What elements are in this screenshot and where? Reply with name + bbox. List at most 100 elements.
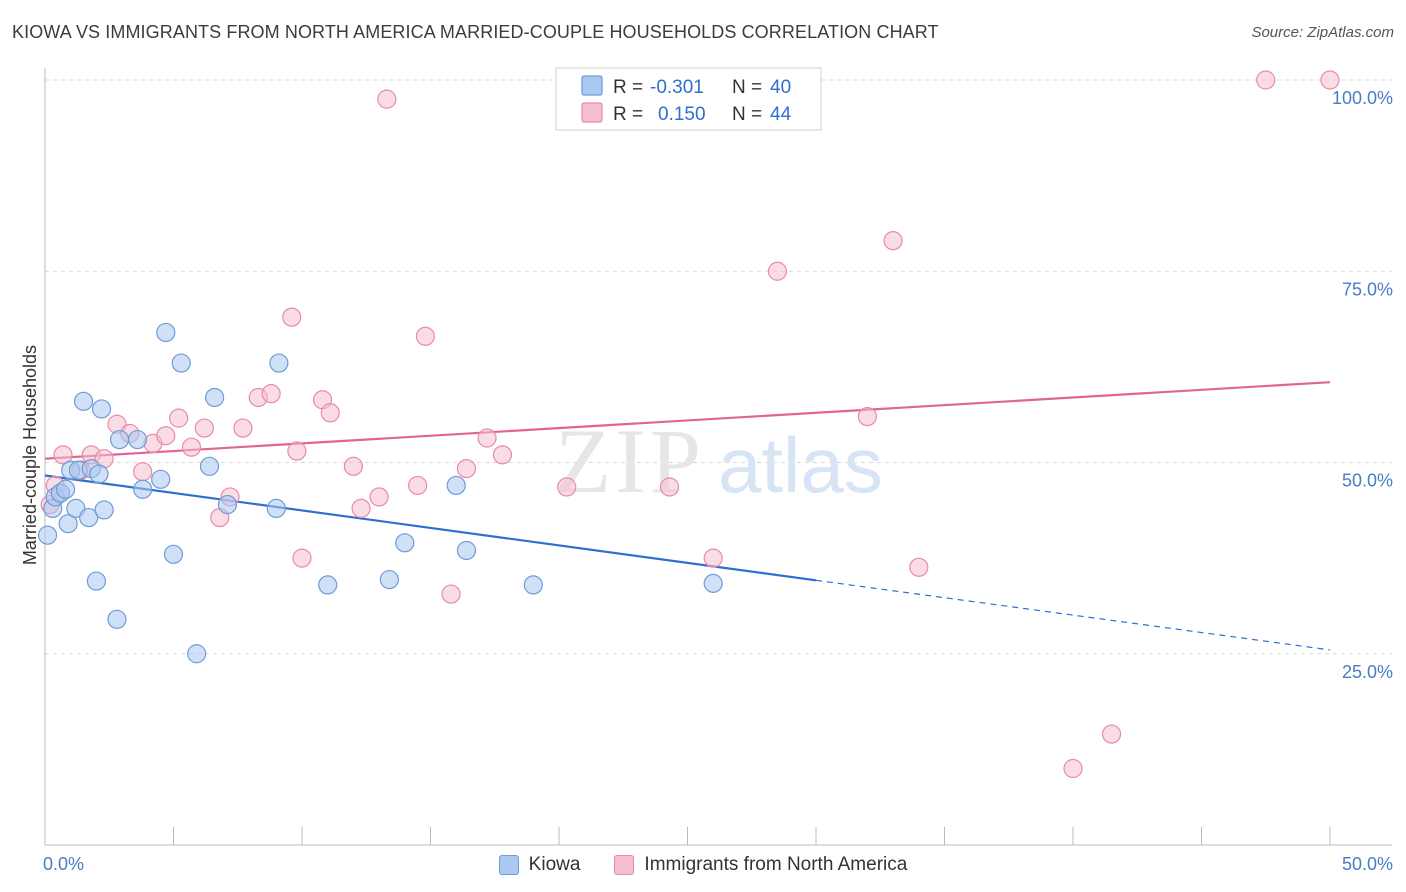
kiowa-point (163, 544, 184, 564)
y-tick-label-100: 100.0% (1332, 88, 1393, 108)
kiowa-point (171, 353, 191, 373)
kiowa-trend-extension (815, 579, 1331, 651)
kiowa-point (37, 525, 58, 545)
x-tick-label-50: 50.0% (1342, 854, 1393, 874)
kiowa-point (269, 353, 289, 373)
immigrants-point (369, 487, 389, 507)
immigrants-point (441, 584, 461, 604)
y-axis-label: Married-couple Households (20, 345, 40, 565)
immigrants-point (1320, 70, 1340, 90)
series-legend-kiowa-label: Kiowa (528, 854, 581, 875)
legend-kiowa-n-value: 40 (770, 77, 791, 98)
immigrants-point (351, 498, 371, 518)
legend-kiowa-r-label: R = (613, 77, 643, 98)
kiowa-point (156, 322, 176, 343)
grid-layer (45, 79, 1392, 655)
kiowa-point (89, 464, 109, 484)
legend-imm-n-value: 44 (770, 104, 792, 125)
legend-kiowa-r-value: -0.301 (650, 77, 704, 98)
kiowa-point (523, 575, 543, 595)
immigrants-point (909, 557, 929, 577)
y-tick-label-50: 50.0% (1342, 471, 1393, 491)
immigrants-trend-line (44, 381, 1331, 460)
series-legend-immigrants-label: Immigrants from North America (644, 854, 908, 875)
immigrants-point (53, 445, 73, 465)
series-legend-immigrants[interactable]: Immigrants from North America (614, 854, 907, 876)
kiowa-point (107, 609, 127, 629)
kiowa-point (187, 644, 207, 664)
immigrants-point (181, 437, 202, 457)
trend-lines (44, 381, 1331, 651)
immigrants-point (282, 307, 302, 327)
points-layer (37, 70, 1340, 779)
legend-imm-n-label: N = (732, 104, 762, 125)
kiowa-point (79, 507, 99, 528)
immigrants-point (456, 459, 477, 479)
immigrants-point (320, 403, 340, 423)
immigrants-point (883, 231, 903, 251)
kiowa-point (73, 391, 94, 411)
legend-imm-swatch (581, 102, 603, 123)
kiowa-point (86, 571, 107, 591)
kiowa-point (127, 429, 148, 450)
immigrants-point (492, 445, 513, 465)
kiowa-trend-line (44, 474, 817, 582)
immigrants-point (133, 462, 153, 482)
immigrants-point (343, 456, 363, 476)
legend-imm-r-value: 0.150 (658, 104, 706, 125)
immigrants-point (1063, 758, 1083, 779)
kiowa-point (133, 479, 153, 499)
kiowa-point (446, 475, 466, 496)
watermark-zip: ZIP (555, 410, 705, 512)
kiowa-point (318, 575, 338, 595)
y-tick-label-25: 25.0% (1342, 662, 1393, 682)
kiowa-point (205, 387, 225, 408)
kiowa-point (703, 573, 723, 593)
immigrants-point (194, 418, 214, 438)
kiowa-point (379, 569, 399, 590)
immigrants-point (169, 408, 189, 428)
watermark-atlas: atlas (718, 421, 883, 509)
series-legend: Kiowa Immigrants from North America (0, 852, 1406, 878)
immigrants-point (261, 384, 281, 404)
watermark: ZIP atlas (555, 410, 883, 512)
x-tick-label-0: 0.0% (43, 854, 84, 874)
immigrants-point (408, 475, 428, 496)
kiowa-point (55, 479, 76, 499)
series-legend-immigrants-swatch (614, 855, 635, 875)
correlation-legend: R = -0.301 N = 40 R = 0.150 N = 44 (555, 67, 822, 131)
legend-imm-r-label: R = (613, 104, 643, 125)
immigrants-point (287, 441, 307, 461)
kiowa-point (456, 540, 477, 561)
immigrants-point (659, 477, 680, 497)
immigrants-point (415, 326, 435, 346)
kiowa-point (91, 399, 112, 419)
series-legend-kiowa-swatch (498, 855, 519, 875)
kiowa-point (217, 494, 238, 515)
immigrants-point (233, 418, 253, 438)
series-legend-kiowa[interactable]: Kiowa (498, 854, 581, 876)
immigrants-point (857, 407, 878, 427)
legend-kiowa-n-label: N = (732, 77, 762, 98)
source-credit: Source: ZipAtlas.com (1251, 24, 1394, 41)
immigrants-point (477, 428, 497, 448)
kiowa-point (109, 429, 130, 450)
immigrants-point (1101, 724, 1122, 744)
immigrants-point (767, 261, 788, 281)
immigrants-point (292, 548, 312, 568)
kiowa-point (395, 533, 415, 553)
immigrants-point (377, 89, 397, 109)
y-tick-label-75: 75.0% (1342, 279, 1393, 299)
chart-title: KIOWA VS IMMIGRANTS FROM NORTH AMERICA M… (12, 22, 939, 42)
kiowa-point (266, 498, 286, 518)
kiowa-point (58, 514, 78, 534)
svg-text:R =: R = (613, 77, 643, 98)
kiowa-point (94, 500, 114, 520)
immigrants-point (156, 426, 176, 446)
legend-kiowa-swatch (581, 75, 603, 96)
axis-layer: 25.0% 50.0% 75.0% 100.0% 0.0% 50.0% (43, 68, 1393, 874)
immigrants-point (1256, 70, 1276, 90)
immigrants-point (703, 548, 723, 568)
kiowa-point (199, 456, 220, 476)
